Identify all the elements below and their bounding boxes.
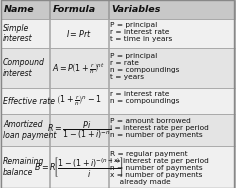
Text: Formula: Formula [52, 5, 96, 14]
Text: P = principal
r = rate
n = compoundings
t = years: P = principal r = rate n = compoundings … [110, 53, 180, 80]
Bar [1, 88, 49, 114]
Text: P = principal
r = interest rate
t = time in years: P = principal r = interest rate t = time… [110, 22, 173, 42]
Text: Compound
interest: Compound interest [3, 58, 45, 78]
Bar [109, 146, 235, 188]
Bar [1, 0, 49, 19]
Text: r = interest rate
n = compoundings: r = interest rate n = compoundings [110, 91, 180, 104]
Bar [50, 114, 108, 146]
Text: Variables: Variables [111, 5, 161, 14]
Bar [1, 19, 49, 48]
Bar [1, 114, 49, 146]
Bar [109, 48, 235, 88]
Bar [1, 48, 49, 88]
Text: R = regular payment
i = interest rate per period
n = number of payments
x = numb: R = regular payment i = interest rate pe… [110, 151, 209, 185]
Text: $I = Prt$: $I = Prt$ [66, 28, 92, 39]
Bar [50, 19, 108, 48]
Text: Remaining
balance: Remaining balance [3, 157, 44, 177]
Text: P = amount borrowed
i = interest rate per period
n = number of payments: P = amount borrowed i = interest rate pe… [110, 118, 209, 138]
Text: Amortized
loan payment: Amortized loan payment [3, 120, 56, 140]
Bar [109, 88, 235, 114]
Bar [109, 114, 235, 146]
Bar [50, 88, 108, 114]
Text: $B = R\!\left[\dfrac{1-(1+i)^{-(n-x)}}{i}\right]$: $B = R\!\left[\dfrac{1-(1+i)^{-(n-x)}}{i… [34, 155, 124, 179]
Bar [109, 19, 235, 48]
Text: Effective rate: Effective rate [3, 97, 55, 105]
Text: $\left(1+\frac{r}{n}\right)^{\!n}-1$: $\left(1+\frac{r}{n}\right)^{\!n}-1$ [56, 94, 102, 108]
Text: $R = \dfrac{Pi}{1-(1+i)^{-n}}$: $R = \dfrac{Pi}{1-(1+i)^{-n}}$ [47, 119, 111, 141]
Text: Name: Name [4, 5, 34, 14]
Bar [50, 0, 108, 19]
Bar [50, 146, 108, 188]
Bar [109, 0, 235, 19]
Text: $A = P\!\left(1+\frac{r}{n}\right)^{\!nt}$: $A = P\!\left(1+\frac{r}{n}\right)^{\!nt… [52, 61, 105, 76]
Bar [1, 146, 49, 188]
Bar [50, 48, 108, 88]
Text: Simple
interest: Simple interest [3, 24, 33, 43]
